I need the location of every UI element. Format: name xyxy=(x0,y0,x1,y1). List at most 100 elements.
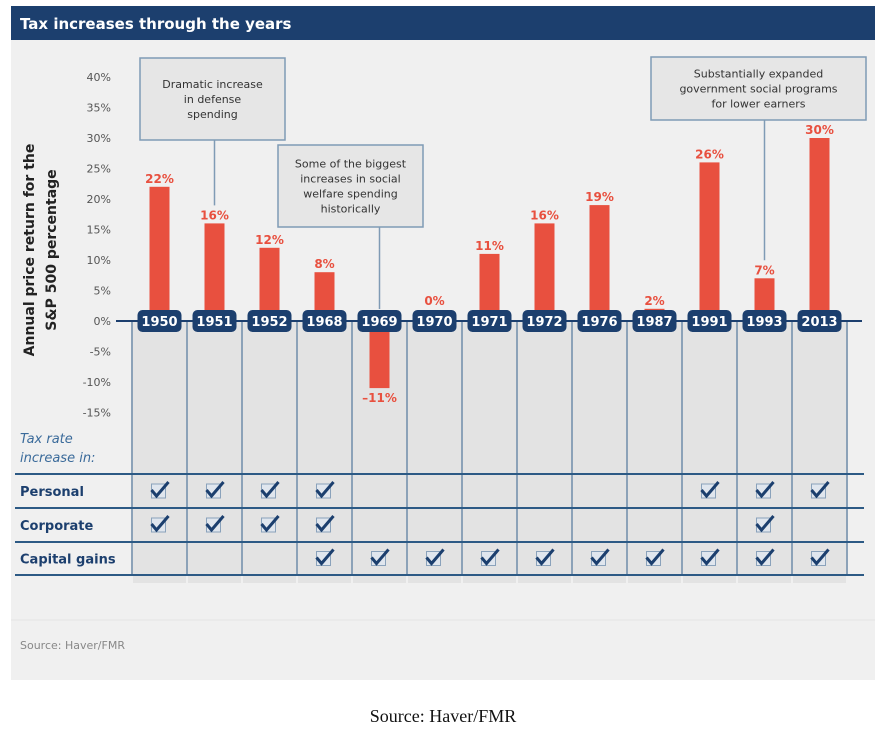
bar-1950 xyxy=(149,186,170,321)
annotation-box xyxy=(650,56,867,121)
annotation-text: increases in social xyxy=(300,173,400,186)
check-icon xyxy=(480,548,500,566)
year-badge xyxy=(467,310,512,332)
column-bg xyxy=(243,321,296,583)
y-tick-label: 20% xyxy=(87,193,111,206)
title-bar xyxy=(11,6,875,40)
y-tick-label: 15% xyxy=(87,224,111,237)
year-badge xyxy=(357,310,402,332)
bar-2013 xyxy=(809,138,830,321)
check-icon xyxy=(810,481,830,499)
bar-1951 xyxy=(204,223,225,321)
x-tick-label: 1976 xyxy=(581,315,617,330)
year-badge xyxy=(412,310,457,332)
caption: Source: Haver/FMR xyxy=(370,706,516,726)
column-bg xyxy=(793,321,846,583)
check-icon xyxy=(205,515,225,533)
bar-1991 xyxy=(699,162,720,321)
x-tick-label: 1951 xyxy=(196,315,232,330)
year-badge xyxy=(247,310,292,332)
y-tick-label: 40% xyxy=(87,71,111,84)
column-bg xyxy=(188,321,241,583)
x-tick-label: 1991 xyxy=(691,315,727,330)
data-label: 0% xyxy=(424,294,444,308)
year-badge xyxy=(797,310,842,332)
check-icon xyxy=(315,515,335,533)
data-label: 19% xyxy=(585,190,614,204)
column-bg xyxy=(518,321,571,583)
y-tick-label: 10% xyxy=(87,254,111,267)
data-label: 16% xyxy=(530,208,559,222)
check-icon xyxy=(755,481,775,499)
year-badge xyxy=(137,310,182,332)
annotation-text: Substantially expanded xyxy=(694,68,823,81)
year-badge xyxy=(192,310,237,332)
year-badge xyxy=(302,310,347,332)
column-bg xyxy=(463,321,516,583)
check-icon xyxy=(260,515,280,533)
x-tick-label: 1952 xyxy=(251,315,287,330)
data-label: 22% xyxy=(145,172,174,186)
annotation-box xyxy=(139,57,286,141)
column-bg xyxy=(628,321,681,583)
annotation-text: in defense xyxy=(184,93,242,106)
bar-1969 xyxy=(369,321,390,389)
bar-1968 xyxy=(314,272,335,321)
row-label: Capital gains xyxy=(20,553,116,568)
table-label: increase in: xyxy=(20,451,95,466)
y-axis-label-line1: Annual price return for the xyxy=(22,144,38,357)
bar-1972 xyxy=(534,223,555,321)
data-label: 7% xyxy=(754,263,774,277)
y-tick-label: 35% xyxy=(87,102,111,115)
y-tick-label: 30% xyxy=(87,132,111,145)
check-icon xyxy=(150,481,170,499)
bar-1952 xyxy=(259,247,280,321)
y-tick-label: -15% xyxy=(83,407,111,420)
check-icon xyxy=(755,548,775,566)
source-note: Source: Haver/FMR xyxy=(20,639,125,652)
y-axis-label-line2: S&P 500 percentage xyxy=(44,169,60,330)
column-bg xyxy=(683,321,736,583)
y-tick-label: 0% xyxy=(94,315,111,328)
year-badge xyxy=(687,310,732,332)
check-icon xyxy=(700,481,720,499)
year-badge xyxy=(632,310,677,332)
data-label: 2% xyxy=(644,294,664,308)
y-tick-label: 5% xyxy=(94,285,111,298)
row-label: Personal xyxy=(20,485,84,500)
check-icon xyxy=(755,515,775,533)
column-bg xyxy=(298,321,351,583)
data-label: 11% xyxy=(475,239,504,253)
data-label: 8% xyxy=(314,257,334,271)
annotation-box xyxy=(277,144,424,228)
data-label: 12% xyxy=(255,233,284,247)
x-tick-label: 1993 xyxy=(746,315,782,330)
x-tick-label: 1971 xyxy=(471,315,507,330)
y-tick-label: 25% xyxy=(87,163,111,176)
row-label: Corporate xyxy=(20,519,94,534)
year-badge xyxy=(742,310,787,332)
bar-1976 xyxy=(589,205,610,321)
column-bg xyxy=(738,321,791,583)
column-bg xyxy=(133,321,186,583)
column-bg xyxy=(408,321,461,583)
annotation-text: Some of the biggest xyxy=(295,158,407,171)
year-badge xyxy=(577,310,622,332)
annotation-text: Dramatic increase xyxy=(162,78,263,91)
check-icon xyxy=(260,481,280,499)
bar-1971 xyxy=(479,253,500,321)
check-icon xyxy=(315,548,335,566)
year-badge xyxy=(522,310,567,332)
annotation-text: historically xyxy=(321,203,381,216)
data-label: 30% xyxy=(805,123,834,137)
y-tick-label: -10% xyxy=(83,376,111,389)
check-icon xyxy=(645,548,665,566)
check-icon xyxy=(535,548,555,566)
check-icon xyxy=(700,548,720,566)
data-label: 16% xyxy=(200,208,229,222)
check-icon xyxy=(810,548,830,566)
data-label: 26% xyxy=(695,147,724,161)
y-tick-label: -5% xyxy=(90,346,111,359)
